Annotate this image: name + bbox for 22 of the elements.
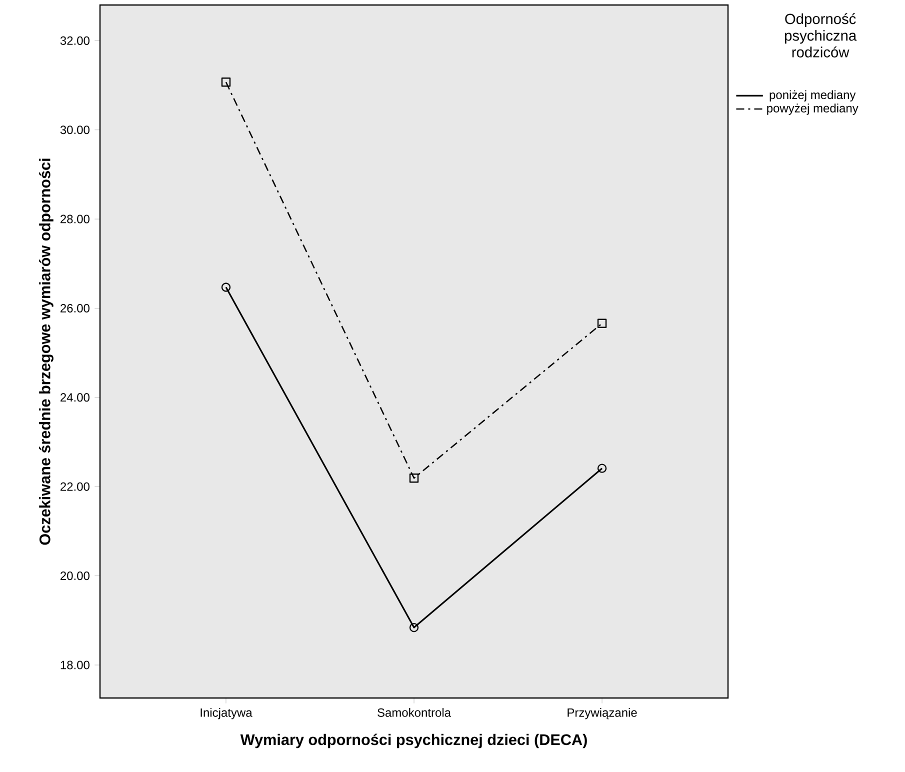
y-tick-label: 32.00 [60, 36, 90, 45]
y-tick-label: 28.00 [60, 214, 90, 224]
point [409, 622, 419, 632]
x-tick-label: Inicjatywa [200, 708, 252, 720]
x-tick-label: Samokontrola [378, 708, 452, 717]
y-tick-label: 24.00 [60, 393, 90, 402]
point [409, 474, 419, 483]
y-tick-label: 26.00 [60, 304, 90, 312]
point [597, 318, 607, 328]
y-tick-label: 18.00 [60, 660, 90, 670]
y-tick-label: 22.00 [60, 482, 90, 491]
point [221, 78, 231, 87]
point [597, 464, 607, 473]
legend-title: Odporność psychiczna rodziców [784, 13, 857, 58]
legend-label: poniżej mediany [770, 90, 856, 102]
point [221, 282, 231, 292]
x-axis-title: Wymiary odporności psychicznej dzieci (DECA) [240, 734, 587, 748]
legend-label: powyżej mediany [767, 104, 858, 115]
x-tick-label: Przywiązanie [568, 708, 637, 720]
y-axis-title: Oczekiwane średnie brzegowe wymiarów odporności [38, 158, 54, 545]
y-tick-label: 30.00 [60, 126, 90, 134]
y-tick-label: 20.00 [60, 572, 90, 580]
